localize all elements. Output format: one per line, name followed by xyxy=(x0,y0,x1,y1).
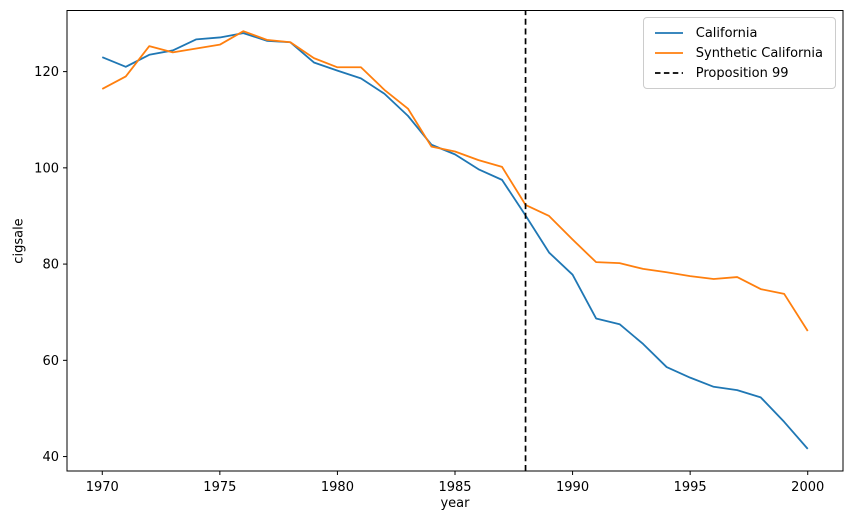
x-axis-label: year xyxy=(440,496,470,511)
x-tick-label: 1970 xyxy=(86,480,119,495)
legend-label-california: California xyxy=(695,25,758,41)
synthetic-california-line-sample-icon xyxy=(654,52,683,54)
x-tick-label: 1980 xyxy=(321,480,354,495)
legend-item-california: California xyxy=(654,23,823,43)
legend-label-synthetic-california: Synthetic California xyxy=(695,45,823,61)
y-tick-label: 80 xyxy=(42,258,59,273)
x-tick-label: 1995 xyxy=(674,480,707,495)
california-line-sample-icon xyxy=(654,32,683,34)
y-tick-label: 100 xyxy=(34,161,59,176)
california-line xyxy=(101,32,809,450)
y-tick-label: 120 xyxy=(34,65,59,80)
proposition-99-dashed-line-sample-icon xyxy=(654,72,683,74)
x-tick-label: 2000 xyxy=(791,480,824,495)
legend-label-proposition-99: Proposition 99 xyxy=(695,65,789,81)
legend-item-synthetic-california: Synthetic California xyxy=(654,43,823,63)
y-axis-label: cigsale xyxy=(11,218,27,264)
legend-item-proposition-99: Proposition 99 xyxy=(654,63,823,83)
axes-frame xyxy=(66,10,844,472)
y-tick-label: 40 xyxy=(42,450,59,465)
x-tick-label: 1990 xyxy=(556,480,589,495)
x-tick-label: 1975 xyxy=(203,480,236,495)
x-tick-label: 1985 xyxy=(438,480,471,495)
legend: California Synthetic California Proposit… xyxy=(642,17,836,89)
synthetic-california-line xyxy=(101,30,809,332)
y-tick-label: 60 xyxy=(42,354,59,369)
